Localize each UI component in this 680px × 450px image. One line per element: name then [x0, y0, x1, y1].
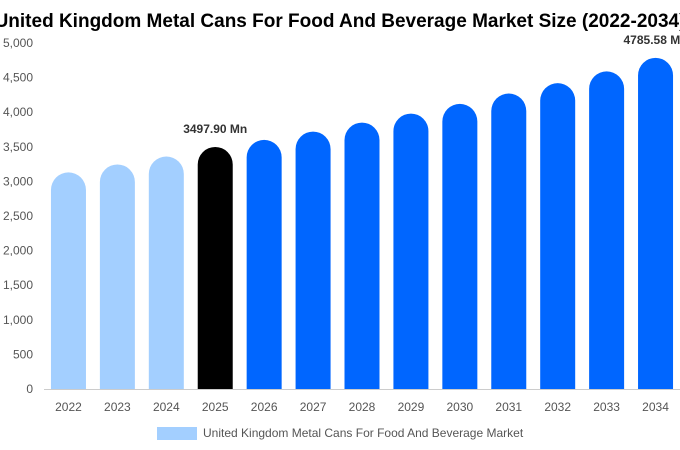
- bar-2025: [197, 146, 233, 389]
- bar-2032: [540, 83, 576, 390]
- bar-2022: [50, 172, 86, 389]
- x-tick-label: 2030: [446, 400, 473, 414]
- y-tick-label: 2,000: [3, 244, 33, 258]
- bars: [50, 57, 674, 390]
- x-tick-label: 2034: [642, 400, 669, 414]
- bar-2029: [393, 113, 429, 390]
- y-tick-label: 3,500: [3, 140, 33, 154]
- x-axis: 2022 2023 2024 2025 2026 2027 2028 2029 2030 2031…: [44, 389, 680, 414]
- x-tick-label: 2027: [300, 400, 327, 414]
- y-tick-label: 0: [26, 382, 33, 396]
- y-tick-label: 3,000: [3, 174, 33, 188]
- x-tick-label: 2025: [202, 400, 229, 414]
- y-tick-label: 1,500: [3, 278, 33, 292]
- x-tick-label: 2028: [349, 400, 376, 414]
- data-label-2034: 4785.58 Mn: [624, 33, 680, 47]
- bar-2033: [589, 71, 625, 389]
- x-tick-label: 2033: [593, 400, 620, 414]
- legend: United Kingdom Metal Cans For Food And B…: [157, 426, 524, 440]
- bar-2030: [442, 103, 478, 390]
- bar-2031: [491, 93, 527, 390]
- legend-label: United Kingdom Metal Cans For Food And B…: [203, 426, 524, 440]
- bar-2034: [638, 57, 674, 390]
- x-tick-label: 2032: [544, 400, 571, 414]
- legend-swatch: [157, 427, 197, 440]
- bar-2026: [246, 139, 282, 389]
- x-tick-label: 2031: [495, 400, 522, 414]
- y-tick-label: 2,500: [3, 209, 33, 223]
- y-tick-label: 4,500: [3, 71, 33, 85]
- y-tick-label: 4,000: [3, 105, 33, 119]
- y-axis: 0 500 1,000 1,500 2,000 2,500 3,000 3,500 4,000 4…: [3, 36, 33, 396]
- y-tick-label: 1,000: [3, 313, 33, 327]
- x-tick-label: 2023: [104, 400, 131, 414]
- y-tick-label: 500: [13, 347, 33, 361]
- bar-2028: [344, 122, 380, 389]
- x-tick-label: 2026: [251, 400, 278, 414]
- x-tick-label: 2022: [55, 400, 82, 414]
- x-tick-label: 2029: [398, 400, 425, 414]
- bar-2024: [148, 156, 184, 389]
- data-label-2025: 3497.90 Mn: [183, 122, 247, 136]
- chart-title: United Kingdom Metal Cans For Food And B…: [0, 11, 680, 32]
- y-tick-label: 5,000: [3, 36, 33, 50]
- data-labels: 3497.90 Mn 4785.58 Mn: [183, 33, 680, 136]
- bar-2027: [295, 131, 331, 390]
- x-tick-label: 2024: [153, 400, 180, 414]
- bar-2023: [99, 164, 135, 389]
